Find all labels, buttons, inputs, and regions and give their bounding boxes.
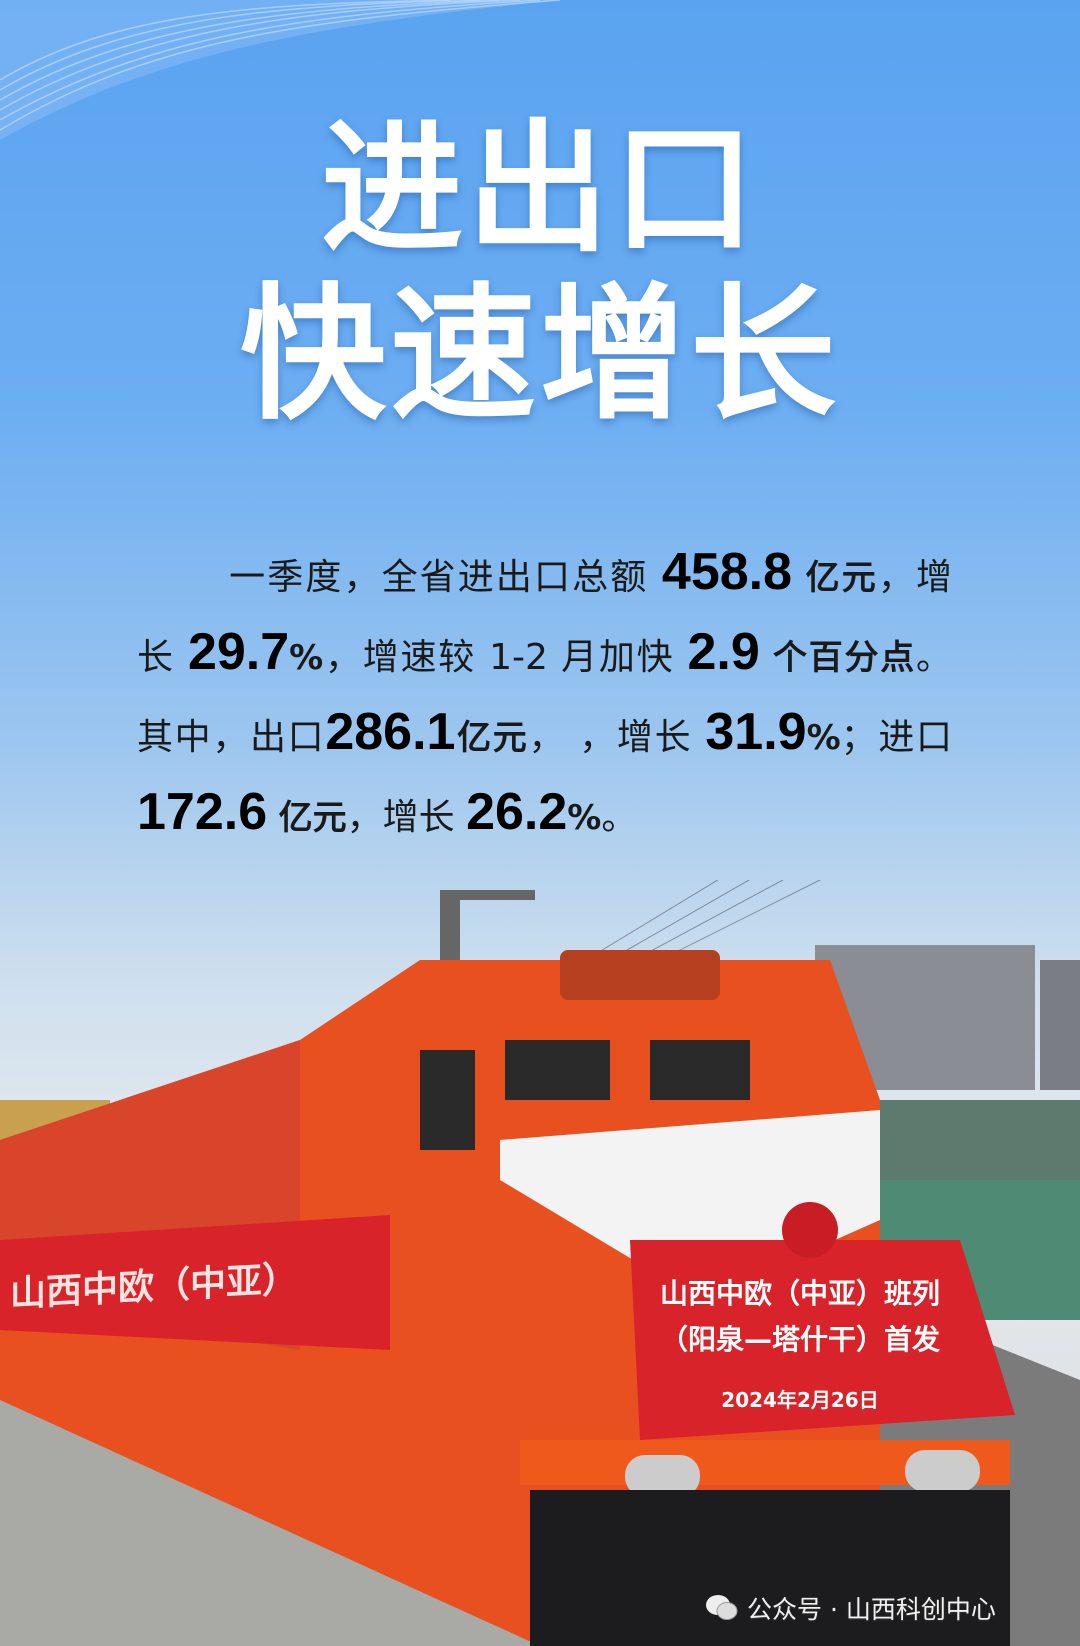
front-banner-line-1: 山西中欧（中亚）班列 bbox=[659, 1277, 940, 1310]
watermark-text: 公众号 · 山西科创中心 bbox=[747, 1595, 996, 1624]
summary-paragraph: 一季度，全省进出口总额 458.8 亿元，增长 29.7%，增速较 1-2 月加… bbox=[137, 543, 952, 841]
title-line-1: 进出口 bbox=[321, 107, 759, 272]
watermark: 公众号 · 山西科创中心 bbox=[705, 1590, 996, 1626]
title-line-2: 快速增长 bbox=[240, 270, 840, 440]
train-photo bbox=[0, 880, 1080, 1646]
wechat-icon bbox=[706, 1595, 738, 1620]
front-banner-date: 2024年2月26日 bbox=[721, 1388, 879, 1412]
front-banner-line-2: （阳泉—塔什干）首发 bbox=[659, 1323, 940, 1356]
decorative-wave bbox=[0, 0, 560, 140]
